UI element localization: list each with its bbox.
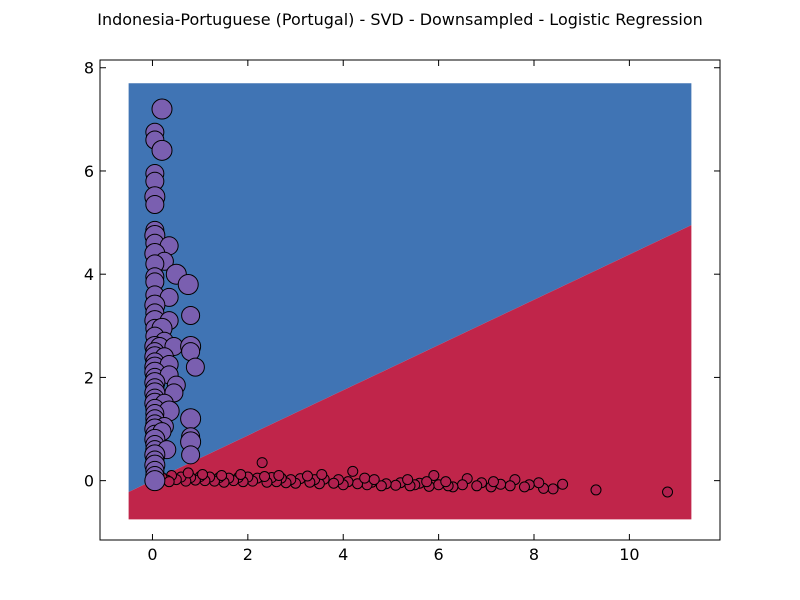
data-point-upper xyxy=(151,139,173,161)
data-point-lower xyxy=(390,479,402,491)
x-tick-label: 10 xyxy=(619,545,639,564)
y-tick-label: 6 xyxy=(84,162,94,181)
data-point-upper xyxy=(144,470,166,492)
data-point-lower xyxy=(456,479,468,491)
data-point-lower xyxy=(487,476,499,488)
data-point-lower xyxy=(368,474,380,486)
region-upper xyxy=(128,83,692,493)
data-point-upper xyxy=(151,98,173,120)
data-point-lower xyxy=(273,469,285,481)
data-point-lower xyxy=(259,471,271,483)
data-point-lower xyxy=(421,476,433,488)
data-point-lower xyxy=(375,480,387,492)
x-tick-label: 8 xyxy=(529,545,539,564)
data-point-lower xyxy=(428,469,440,481)
data-point-lower xyxy=(518,481,530,493)
x-tick-label: 0 xyxy=(147,545,157,564)
data-point-lower xyxy=(359,472,371,484)
data-point-lower xyxy=(402,474,414,486)
data-point-lower xyxy=(316,468,328,480)
x-tick-label: 6 xyxy=(434,545,444,564)
data-point-lower xyxy=(197,468,209,480)
data-point-lower xyxy=(662,486,674,498)
data-point-lower xyxy=(547,483,559,495)
x-tick-label: 4 xyxy=(338,545,348,564)
data-point-upper xyxy=(180,408,202,430)
y-tick-label: 0 xyxy=(84,472,94,491)
data-point-lower xyxy=(347,465,359,477)
data-point-lower xyxy=(590,484,602,496)
data-point-lower xyxy=(163,476,175,488)
data-point-lower xyxy=(471,480,483,492)
x-tick-label: 2 xyxy=(243,545,253,564)
data-point-lower xyxy=(216,469,228,481)
data-point-lower xyxy=(301,470,313,482)
axes-frame xyxy=(99,59,721,541)
data-point-lower xyxy=(328,477,340,489)
chart-title: Indonesia-Portuguese (Portugal) - SVD - … xyxy=(97,10,703,29)
data-point-upper xyxy=(177,274,199,296)
y-tick-label: 2 xyxy=(84,368,94,387)
data-point-lower xyxy=(440,476,452,488)
data-point-upper xyxy=(145,195,165,215)
data-point-upper xyxy=(185,357,205,377)
data-point-lower xyxy=(504,480,516,492)
data-point-lower xyxy=(533,477,545,489)
region-lower xyxy=(128,225,692,520)
data-point-upper xyxy=(181,305,201,325)
data-point-lower xyxy=(182,467,194,479)
y-tick-label: 4 xyxy=(84,265,94,284)
y-tick-label: 8 xyxy=(84,59,94,78)
data-point-lower xyxy=(557,478,569,490)
data-point-upper xyxy=(181,445,201,465)
data-point-lower xyxy=(256,457,268,469)
data-point-lower xyxy=(235,468,247,480)
